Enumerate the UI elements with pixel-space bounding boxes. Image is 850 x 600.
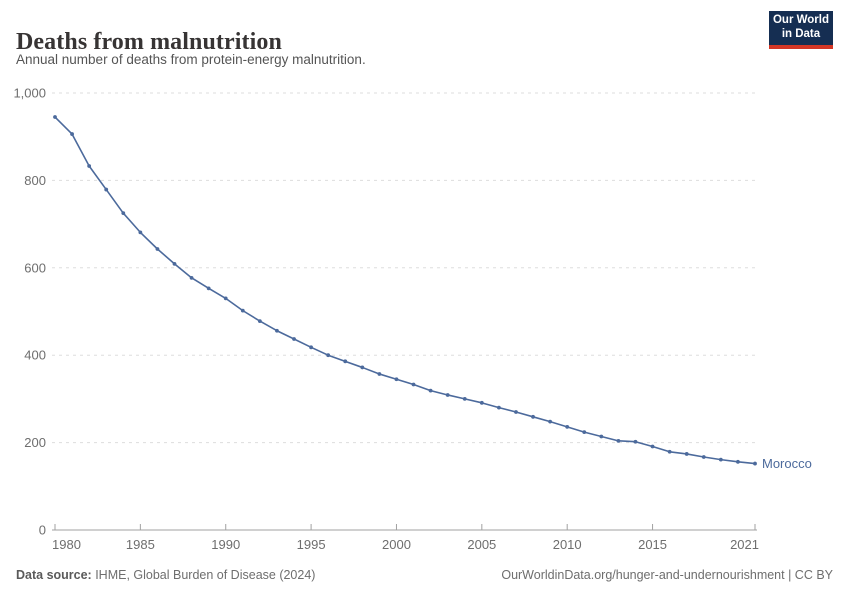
data-point	[633, 439, 638, 444]
data-point	[377, 372, 382, 376]
data-point	[121, 211, 126, 216]
data-point	[360, 365, 365, 370]
x-axis-tick-label: 2010	[553, 537, 582, 552]
x-axis-tick-label: 2015	[638, 537, 667, 552]
data-point	[736, 459, 740, 464]
chart-footer: Data source: IHME, Global Burden of Dise…	[16, 568, 833, 582]
data-point	[497, 405, 501, 410]
data-point	[667, 449, 672, 454]
y-axis-tick-label: 800	[24, 173, 46, 188]
series-line-morocco[interactable]	[54, 116, 756, 465]
data-point	[616, 438, 621, 443]
data-point	[599, 434, 604, 439]
data-point	[138, 230, 143, 235]
data-point	[479, 400, 484, 405]
data-point	[514, 410, 518, 414]
data-point	[565, 424, 570, 429]
x-axis-tick-label: 1980	[52, 537, 81, 552]
y-axis-tick-label: 0	[39, 523, 46, 538]
data-point	[53, 115, 57, 119]
data-point	[582, 430, 587, 435]
data-source-label: Data source:	[16, 568, 92, 582]
data-point	[326, 353, 331, 358]
x-axis-tick-label: 2021	[730, 537, 759, 552]
data-point	[172, 261, 177, 266]
data-source-note: Data source: IHME, Global Burden of Dise…	[16, 568, 315, 582]
x-axis-tick-label: 1985	[126, 537, 155, 552]
data-point	[684, 452, 689, 456]
data-point	[462, 397, 467, 401]
y-axis-tick-label: 400	[24, 348, 46, 363]
x-axis-tick-label: 1995	[297, 537, 326, 552]
y-axis-tick-label: 200	[24, 435, 46, 450]
data-point	[104, 187, 109, 192]
data-point	[394, 377, 399, 382]
data-point	[531, 414, 535, 419]
owid-logo[interactable]: Our World in Data	[769, 11, 833, 49]
data-point	[428, 388, 433, 393]
data-point	[548, 419, 553, 424]
data-point	[445, 393, 450, 397]
series-end-label-morocco[interactable]: Morocco	[762, 456, 812, 471]
data-point	[718, 457, 723, 462]
y-axis-tick-label: 600	[24, 260, 46, 275]
data-point	[155, 247, 160, 251]
data-point	[309, 345, 313, 350]
chart-subtitle: Annual number of deaths from protein-ene…	[16, 52, 366, 67]
data-point	[257, 319, 262, 324]
owid-url-link[interactable]: OurWorldinData.org/hunger-and-undernouri…	[501, 568, 833, 582]
data-point	[343, 359, 348, 364]
data-point	[292, 337, 296, 341]
owid-logo-line2: in Data	[781, 28, 821, 40]
data-point	[189, 275, 194, 280]
x-axis-tick-label: 1990	[211, 537, 240, 552]
owid-logo-text: Our World in Data	[773, 14, 829, 42]
x-axis-tick-label: 2000	[382, 537, 411, 552]
data-point	[206, 286, 211, 291]
data-point	[650, 444, 655, 449]
data-point	[240, 308, 245, 313]
owid-logo-line1: Our World	[772, 14, 829, 27]
data-point	[701, 455, 706, 459]
data-source-text: IHME, Global Burden of Disease (2024)	[91, 568, 316, 582]
data-point	[87, 164, 92, 168]
data-point	[223, 296, 228, 301]
data-point	[753, 461, 757, 466]
chart-title: Deaths from malnutrition	[16, 29, 282, 56]
x-axis-tick-label: 2005	[467, 537, 496, 552]
y-axis-tick-label: 1,000	[13, 86, 46, 101]
data-point	[275, 328, 279, 333]
data-point	[70, 132, 74, 136]
data-point	[411, 382, 416, 387]
